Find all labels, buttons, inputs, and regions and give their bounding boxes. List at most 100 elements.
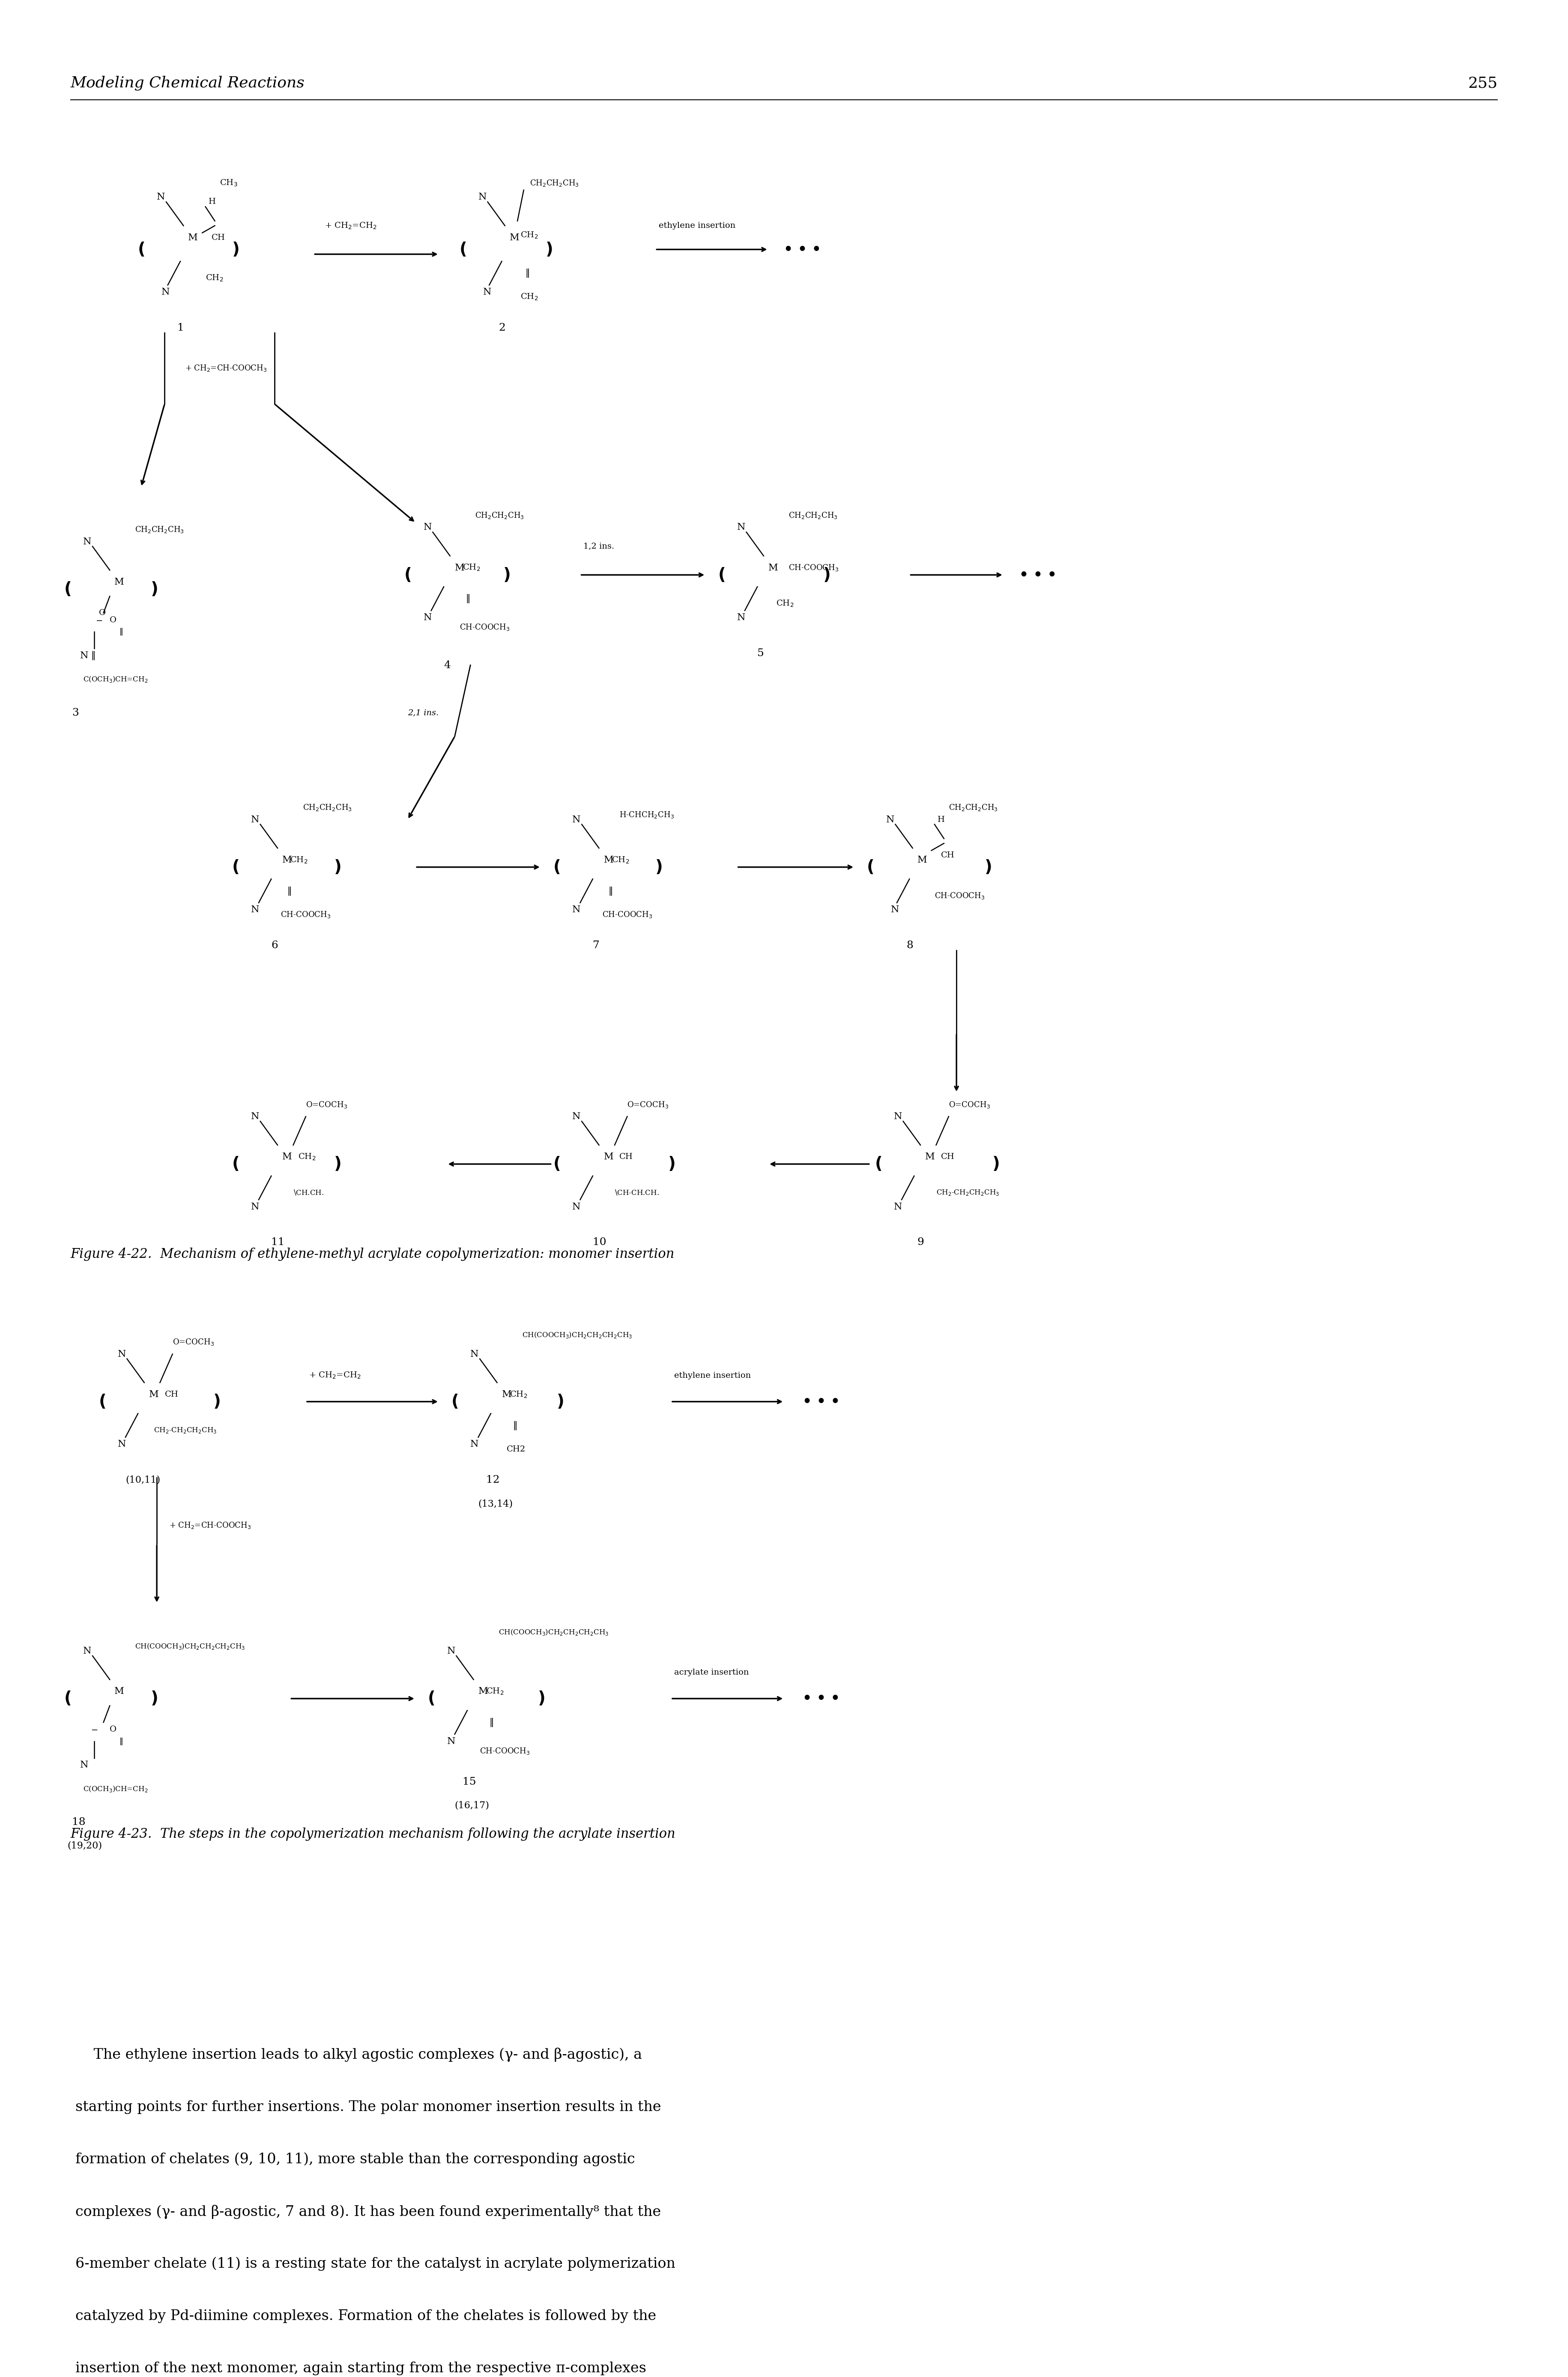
Text: M: M xyxy=(478,1688,488,1697)
Text: 1,2 ins.: 1,2 ins. xyxy=(583,542,615,549)
Text: 12: 12 xyxy=(486,1476,500,1486)
Text: $\bf{)}$: $\bf{)}$ xyxy=(823,566,829,582)
Text: • • •: • • • xyxy=(784,242,822,257)
Text: $-$: $-$ xyxy=(91,1726,97,1733)
Text: M: M xyxy=(114,1688,124,1697)
Text: CH$_2$CH$_2$CH$_3$: CH$_2$CH$_2$CH$_3$ xyxy=(789,511,837,521)
Text: $\bf{)}$: $\bf{)}$ xyxy=(546,240,552,257)
Text: N: N xyxy=(157,193,165,202)
Text: O=COCH$_3$: O=COCH$_3$ xyxy=(306,1101,347,1110)
Text: ethylene insertion: ethylene insertion xyxy=(659,221,735,231)
Text: N: N xyxy=(483,288,491,297)
Text: M: M xyxy=(925,1153,935,1162)
Text: N: N xyxy=(894,1112,902,1122)
Text: $\bf{)}$: $\bf{)}$ xyxy=(538,1690,544,1707)
Text: $\bf{)}$: $\bf{)}$ xyxy=(993,1155,999,1172)
Text: $\|$: $\|$ xyxy=(525,269,530,278)
Text: $\bf{)}$: $\bf{)}$ xyxy=(151,580,157,597)
Text: $\bf{(}$: $\bf{(}$ xyxy=(554,1155,560,1172)
Text: CH$_2$-CH$_2$CH$_2$CH$_3$: CH$_2$-CH$_2$CH$_2$CH$_3$ xyxy=(936,1188,999,1196)
Text: M: M xyxy=(149,1391,158,1400)
Text: $\bf{(}$: $\bf{(}$ xyxy=(64,580,71,597)
Text: N: N xyxy=(572,815,580,825)
Text: CH$_2$: CH$_2$ xyxy=(521,292,538,302)
Text: CH$_2$: CH$_2$ xyxy=(510,1391,527,1400)
Text: N: N xyxy=(894,1203,902,1212)
Text: CH-COOCH$_3$: CH-COOCH$_3$ xyxy=(459,623,510,632)
Text: $\bf{)}$: $\bf{)}$ xyxy=(557,1393,563,1410)
Text: N: N xyxy=(423,523,431,532)
Text: 9: 9 xyxy=(917,1238,924,1248)
Text: 15: 15 xyxy=(463,1776,477,1788)
Text: $\bf{)}$: $\bf{)}$ xyxy=(655,858,662,875)
Text: CH-COOCH$_3$: CH-COOCH$_3$ xyxy=(789,563,839,573)
Text: M: M xyxy=(604,856,613,865)
Text: $\|$: $\|$ xyxy=(119,1738,122,1747)
Text: CH$_3$: CH$_3$ xyxy=(220,178,237,188)
Text: N: N xyxy=(891,906,898,915)
Text: M: M xyxy=(768,563,778,573)
Text: $\|$: $\|$ xyxy=(513,1419,517,1431)
Text: (19,20): (19,20) xyxy=(67,1842,102,1852)
Text: CH$_2$: CH$_2$ xyxy=(486,1688,503,1697)
Text: CH-COOCH$_3$: CH-COOCH$_3$ xyxy=(281,910,331,920)
Text: ethylene insertion: ethylene insertion xyxy=(674,1372,751,1379)
Text: N: N xyxy=(470,1350,478,1360)
Text: M: M xyxy=(510,233,519,242)
Text: N: N xyxy=(737,523,745,532)
Text: $\|$: $\|$ xyxy=(287,887,292,896)
Text: $\bf{)}$: $\bf{)}$ xyxy=(151,1690,157,1707)
Text: $\bf{(}$: $\bf{(}$ xyxy=(428,1690,434,1707)
Text: N: N xyxy=(251,906,259,915)
Text: 2: 2 xyxy=(499,323,505,333)
Text: $-$: $-$ xyxy=(96,616,102,623)
Text: CH: CH xyxy=(165,1391,179,1398)
Text: C(OCH$_3$)CH=CH$_2$: C(OCH$_3$)CH=CH$_2$ xyxy=(83,675,147,685)
Text: $\bf{(}$: $\bf{(}$ xyxy=(99,1393,105,1410)
Text: 1: 1 xyxy=(177,323,183,333)
Text: H-CHCH$_2$CH$_3$: H-CHCH$_2$CH$_3$ xyxy=(619,811,674,820)
Text: 8: 8 xyxy=(906,941,913,951)
Text: $\bf{)}$: $\bf{)}$ xyxy=(503,566,510,582)
Text: $\bf{)}$: $\bf{)}$ xyxy=(334,858,340,875)
Text: 3: 3 xyxy=(72,708,78,718)
Text: M: M xyxy=(604,1153,613,1162)
Text: N: N xyxy=(447,1647,455,1657)
Text: The ethylene insertion leads to alkyl agostic complexes (γ- and β-agostic), a: The ethylene insertion leads to alkyl ag… xyxy=(75,2049,641,2061)
Text: Modeling Chemical Reactions: Modeling Chemical Reactions xyxy=(71,76,304,90)
Text: $\backslash$CH.CH.: $\backslash$CH.CH. xyxy=(293,1188,323,1196)
Text: $\bf{(}$: $\bf{(}$ xyxy=(459,240,466,257)
Text: N: N xyxy=(83,1647,91,1657)
Text: N: N xyxy=(470,1440,478,1450)
Text: CH$_2$CH$_2$CH$_3$: CH$_2$CH$_2$CH$_3$ xyxy=(135,525,183,535)
Text: M: M xyxy=(282,1153,292,1162)
Text: 11: 11 xyxy=(271,1238,285,1248)
Text: $\|$: $\|$ xyxy=(466,594,470,604)
Text: • • •: • • • xyxy=(803,1395,840,1410)
Text: N: N xyxy=(80,651,88,661)
Text: starting points for further insertions. The polar monomer insertion results in t: starting points for further insertions. … xyxy=(75,2101,662,2113)
Text: 6-member chelate (11) is a resting state for the catalyst in acrylate polymeriza: 6-member chelate (11) is a resting state… xyxy=(75,2258,676,2270)
Text: CH$_2$-CH$_2$CH$_2$CH$_3$: CH$_2$-CH$_2$CH$_2$CH$_3$ xyxy=(154,1426,216,1433)
Text: (10,11): (10,11) xyxy=(125,1476,160,1486)
Text: $\bf{)}$: $\bf{)}$ xyxy=(334,1155,340,1172)
Text: CH$_2$CH$_2$CH$_3$: CH$_2$CH$_2$CH$_3$ xyxy=(949,803,997,813)
Text: C(OCH$_3$)CH=CH$_2$: C(OCH$_3$)CH=CH$_2$ xyxy=(83,1785,147,1792)
Text: CH-COOCH$_3$: CH-COOCH$_3$ xyxy=(602,910,652,920)
Text: + CH$_2$=CH-COOCH$_3$: + CH$_2$=CH-COOCH$_3$ xyxy=(185,364,267,373)
Text: N: N xyxy=(572,1112,580,1122)
Text: $\|$: $\|$ xyxy=(608,887,613,896)
Text: O: O xyxy=(110,1726,116,1733)
Text: N: N xyxy=(80,1761,88,1771)
Text: CH: CH xyxy=(212,233,226,242)
Text: insertion of the next monomer, again starting from the respective π-complexes: insertion of the next monomer, again sta… xyxy=(75,2363,646,2375)
Text: + CH$_2$=CH$_2$: + CH$_2$=CH$_2$ xyxy=(309,1372,361,1381)
Text: N: N xyxy=(251,1112,259,1122)
Text: M: M xyxy=(282,856,292,865)
Text: acrylate insertion: acrylate insertion xyxy=(674,1669,750,1676)
Text: complexes (γ- and β-agostic, 7 and 8). It has been found experimentally⁸ that th: complexes (γ- and β-agostic, 7 and 8). I… xyxy=(75,2203,660,2218)
Text: O=COCH$_3$: O=COCH$_3$ xyxy=(172,1338,213,1348)
Text: (13,14): (13,14) xyxy=(478,1500,513,1509)
Text: H: H xyxy=(209,197,216,207)
Text: O=COCH$_3$: O=COCH$_3$ xyxy=(627,1101,668,1110)
